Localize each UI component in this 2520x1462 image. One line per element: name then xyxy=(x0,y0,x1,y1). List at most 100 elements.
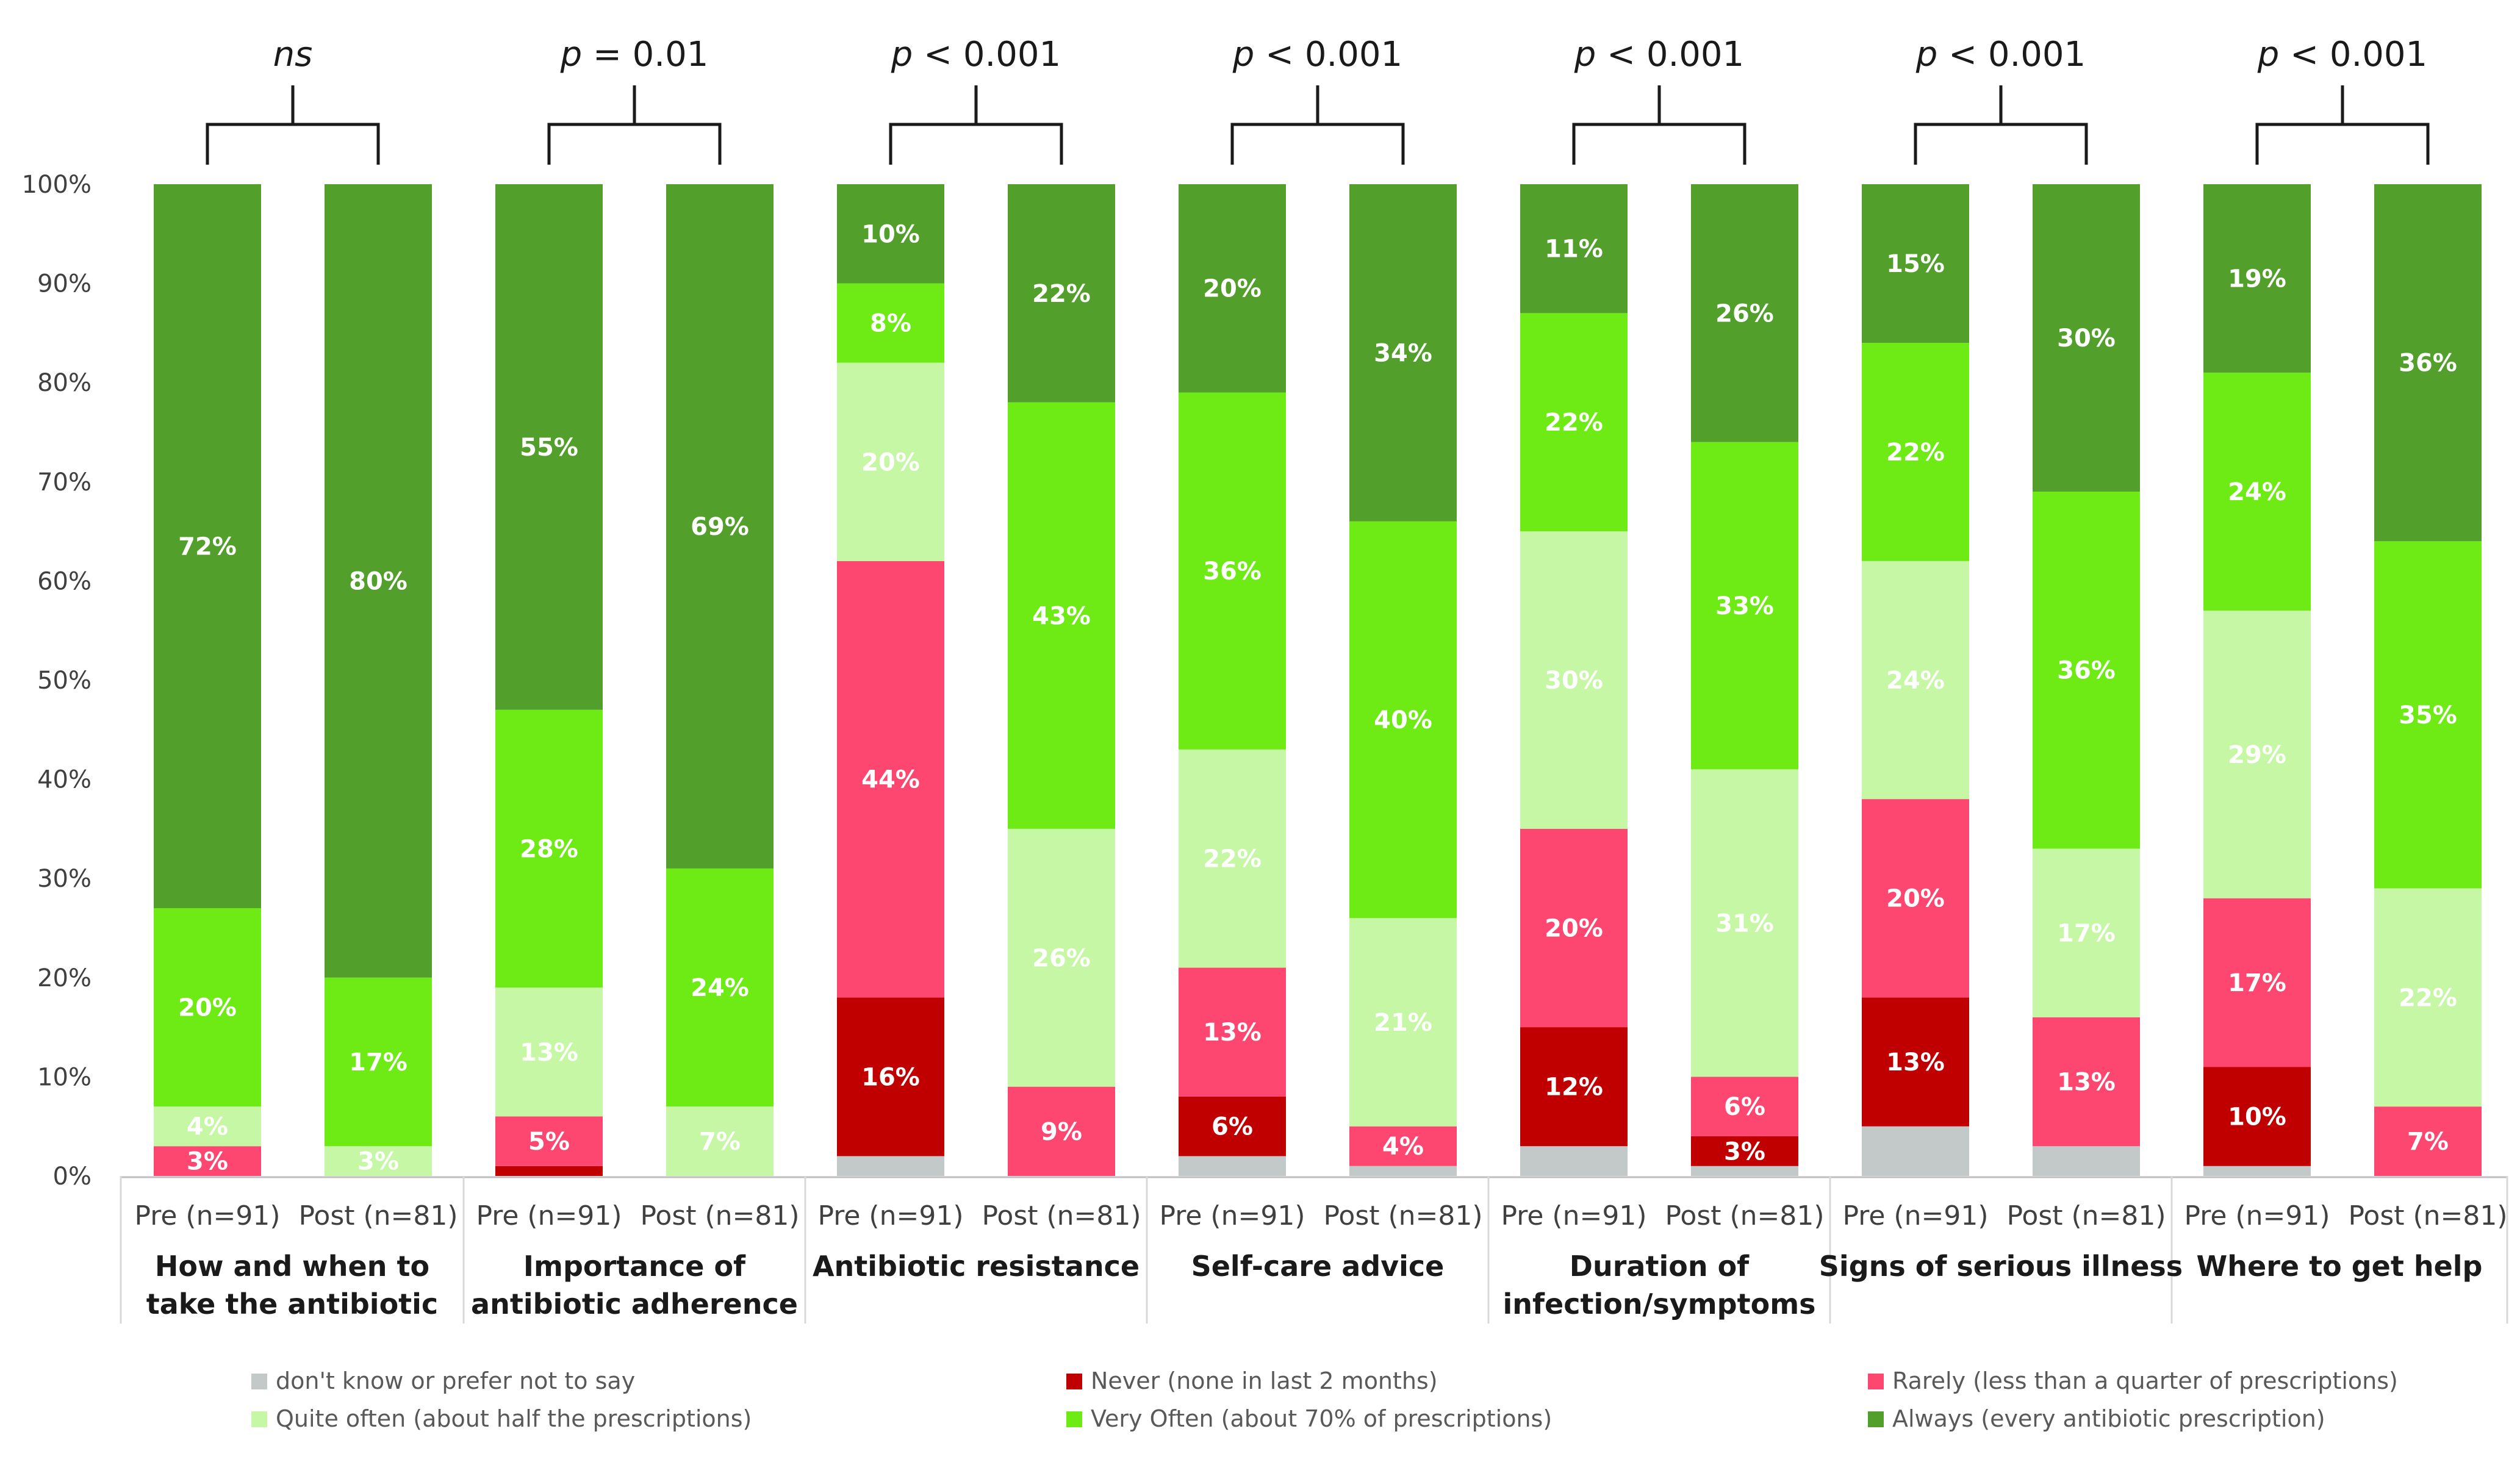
data-label: 20% xyxy=(1886,885,1945,913)
group-label: Self-care advice xyxy=(1191,1250,1445,1283)
y-tick-label: 30% xyxy=(37,865,92,893)
p-value-text: < 0.001 xyxy=(1937,35,2086,74)
legend: don't know or prefer not to say Never (no… xyxy=(251,1367,2398,1432)
legend-label: Always (every antibiotic prescription) xyxy=(1892,1405,2325,1432)
p-value-label: p = 0.01 xyxy=(560,35,709,74)
p-value-label: p < 0.001 xyxy=(1232,35,1402,74)
legend-swatch xyxy=(1868,1374,1884,1389)
significance-bracket xyxy=(206,85,380,165)
bar-segment xyxy=(1349,184,1457,521)
data-label: 21% xyxy=(1374,1009,1432,1037)
x-tick-label: Pre (n=91) xyxy=(1159,1200,1305,1231)
bar-segment xyxy=(1520,828,1628,1028)
data-label: 80% xyxy=(349,567,407,595)
p-value-text: < 0.001 xyxy=(1254,35,1402,74)
bar-segment xyxy=(1179,1096,1286,1156)
data-label: 24% xyxy=(2228,478,2286,506)
group-label: Antibiotic resistance xyxy=(813,1250,1140,1283)
p-symbol: p xyxy=(560,35,583,74)
data-label: 5% xyxy=(528,1128,570,1156)
x-tick-label: Post (n=81) xyxy=(982,1200,1141,1231)
significance-bracket xyxy=(1230,85,1405,165)
p-symbol: p xyxy=(891,35,913,74)
p-symbol: p xyxy=(1232,35,1255,74)
data-label: 33% xyxy=(1715,592,1774,620)
bar-segment xyxy=(837,561,944,998)
data-label: 20% xyxy=(178,994,237,1022)
bar-segment xyxy=(1520,1146,1628,1176)
bar-segment xyxy=(837,184,944,284)
data-label: 36% xyxy=(2057,657,2116,685)
bars xyxy=(154,184,2482,1176)
bar-segment xyxy=(1862,997,1969,1127)
bar-segment xyxy=(837,283,944,363)
bar-segment xyxy=(2374,1106,2482,1176)
data-label: 3% xyxy=(187,1148,228,1176)
group-label: Importance of xyxy=(523,1250,746,1283)
x-tick-label: Post (n=81) xyxy=(640,1200,799,1231)
data-label: 20% xyxy=(1203,275,1262,303)
group-label: How and when to xyxy=(155,1250,429,1283)
bar-segment xyxy=(1691,1166,1798,1176)
bar-segment xyxy=(1008,1086,1115,1176)
significance-bracket xyxy=(889,85,1063,165)
data-label: 26% xyxy=(1032,944,1091,972)
y-tick-label: 0% xyxy=(53,1163,92,1191)
p-value-label: p < 0.001 xyxy=(1915,35,2086,74)
data-label: 44% xyxy=(861,766,920,794)
data-label: 3% xyxy=(1724,1138,1765,1166)
bar-segment xyxy=(1349,1166,1457,1176)
bar-segment xyxy=(2033,1146,2140,1176)
y-tick-label: 90% xyxy=(37,270,92,298)
data-label: 29% xyxy=(2228,741,2286,769)
bar-segment xyxy=(495,709,603,988)
bar-segment xyxy=(1862,1126,1969,1176)
x-tick-label: Pre (n=91) xyxy=(1501,1200,1646,1231)
data-label: 36% xyxy=(2399,349,2457,378)
bar-segment xyxy=(1349,1126,1457,1166)
bar-segment xyxy=(2374,541,2482,889)
bar-segment xyxy=(1691,769,1798,1077)
data-label: 22% xyxy=(2399,984,2457,1012)
p-symbol: p xyxy=(2257,35,2280,74)
data-label: 43% xyxy=(1032,602,1091,630)
bar-segment xyxy=(2203,611,2311,898)
data-label: 34% xyxy=(1374,339,1432,367)
legend-label: Rarely (less than a quarter of prescript… xyxy=(1892,1367,2398,1394)
data-label: 35% xyxy=(2399,701,2457,729)
bar-segment xyxy=(2033,492,2140,849)
data-label: 55% xyxy=(520,434,578,462)
data-label: 22% xyxy=(1203,845,1262,873)
data-label: 20% xyxy=(1545,915,1603,943)
data-label: 13% xyxy=(1203,1019,1262,1047)
significance-bracket xyxy=(1914,85,2088,165)
group-label: take the antibiotic xyxy=(146,1288,438,1320)
data-label: 11% xyxy=(1545,235,1603,263)
data-label: 24% xyxy=(691,974,749,1002)
data-label: 28% xyxy=(520,835,578,863)
data-label: 20% xyxy=(861,448,920,476)
legend-swatch xyxy=(251,1374,267,1389)
data-label: 10% xyxy=(861,220,920,248)
data-label: 17% xyxy=(349,1048,407,1077)
data-label: 36% xyxy=(1203,557,1262,586)
data-label: 10% xyxy=(2228,1103,2286,1131)
legend-label: Very Often (about 70% of prescriptions) xyxy=(1091,1405,1552,1432)
data-labels: 3% 4% 20% 72% 3% 17% 80% 5% 13% 28% 55% 7% 24% 69% 16%… xyxy=(178,220,2457,1175)
p-value-label: ns xyxy=(273,35,313,74)
data-label: 13% xyxy=(1886,1048,1945,1077)
bar-segment xyxy=(666,1106,774,1176)
p-value-text: < 0.001 xyxy=(2279,35,2427,74)
data-label: 6% xyxy=(1724,1093,1765,1121)
data-label: 30% xyxy=(1545,667,1603,695)
bar-segment xyxy=(495,1166,603,1176)
data-label: 22% xyxy=(1032,280,1091,308)
data-label: 6% xyxy=(1212,1113,1253,1141)
bar-segment xyxy=(325,977,432,1147)
bar-segment xyxy=(2203,372,2311,611)
data-label: 69% xyxy=(691,513,749,541)
y-tick-label: 70% xyxy=(37,468,92,496)
y-tick-label: 20% xyxy=(37,964,92,992)
bar-segment xyxy=(1179,749,1286,968)
